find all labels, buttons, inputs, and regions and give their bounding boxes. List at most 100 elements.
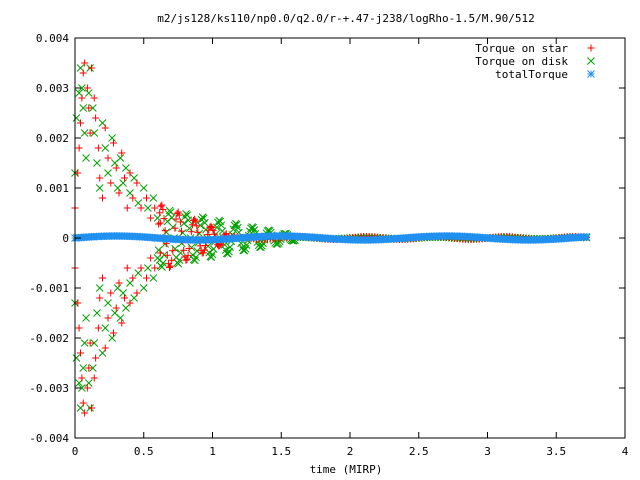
data-point [151, 204, 159, 212]
y-tick-label: 0.002 [36, 132, 69, 145]
series-totaltorque [71, 232, 591, 244]
data-point [188, 221, 196, 229]
data-point [99, 194, 106, 202]
data-point [187, 228, 195, 236]
x-tick-label: 2.5 [409, 445, 429, 458]
data-point [163, 251, 171, 259]
data-point [167, 213, 176, 222]
data-point [156, 219, 164, 227]
data-point [178, 228, 187, 237]
data-point [175, 256, 184, 265]
data-point [79, 364, 88, 372]
data-point [178, 227, 186, 235]
data-point [75, 144, 83, 152]
data-point [119, 179, 127, 187]
data-point [90, 94, 98, 102]
x-axis: 0 0.5 1 1.5 2 2.5 3 3.5 4 [72, 38, 629, 458]
data-point [147, 214, 155, 222]
data-point [175, 211, 183, 219]
x-tick-label: 1 [209, 445, 216, 458]
data-point [156, 209, 164, 217]
data-point [129, 194, 137, 202]
data-point [78, 384, 86, 392]
data-point [79, 104, 88, 112]
data-point [89, 104, 97, 112]
x-tick-label: 4 [622, 445, 629, 458]
data-point [249, 223, 258, 232]
data-point [82, 154, 90, 162]
data-point [200, 218, 209, 227]
data-point [104, 314, 112, 322]
data-point [121, 174, 128, 182]
data-point [169, 247, 177, 255]
data-point [108, 334, 116, 342]
data-point [123, 204, 131, 212]
data-point [174, 208, 182, 216]
y-tick-label: -0.002 [29, 332, 69, 345]
data-point [86, 339, 94, 347]
data-point [122, 164, 130, 172]
data-point [183, 256, 191, 264]
x-tick-label: 0.5 [134, 445, 154, 458]
data-point [168, 256, 176, 264]
data-point [160, 215, 168, 223]
data-point [101, 344, 109, 352]
data-point [155, 220, 163, 228]
data-point [147, 254, 155, 262]
data-point [126, 169, 134, 177]
data-point [158, 201, 166, 209]
x-tick-label: 3.5 [546, 445, 566, 458]
data-point [233, 223, 242, 232]
data-point [116, 314, 125, 322]
data-point [93, 159, 101, 167]
chart-title: m2/js128/ks110/np0.0/q2.0/r-+.47-j238/lo… [157, 12, 535, 25]
data-point [99, 274, 106, 282]
data-point [144, 264, 152, 272]
x-axis-label: time (MIRP) [310, 463, 383, 476]
data-point [123, 264, 131, 272]
data-point [143, 274, 150, 282]
data-point [96, 294, 104, 302]
data-point [192, 253, 200, 262]
data-point [80, 129, 89, 137]
legend-marker [587, 57, 595, 65]
data-point [582, 232, 591, 241]
data-point [154, 246, 163, 254]
legend-marker [587, 44, 595, 52]
data-point [115, 189, 123, 197]
data-point [86, 129, 94, 137]
data-point [209, 226, 217, 234]
data-point [180, 246, 188, 254]
data-point [137, 204, 145, 212]
data-point [182, 256, 190, 264]
data-point [240, 246, 249, 255]
data-point [207, 253, 216, 261]
y-tick-label: -0.001 [29, 282, 69, 295]
data-point [92, 354, 100, 362]
data-point [226, 243, 234, 251]
data-point [112, 304, 120, 312]
data-point [121, 294, 128, 302]
data-point [199, 214, 208, 223]
legend-marker [587, 70, 595, 78]
data-point [104, 154, 112, 162]
data-point [104, 169, 112, 177]
data-point [184, 251, 192, 259]
data-point [88, 404, 95, 412]
data-point [149, 274, 158, 282]
data-point [82, 314, 90, 322]
data-point [184, 216, 193, 225]
y-tick-label: 0.001 [36, 182, 69, 195]
data-point [258, 242, 266, 250]
plot-frame [74, 37, 626, 439]
data-point [116, 154, 125, 162]
data-point [83, 384, 91, 392]
data-point [107, 289, 115, 297]
data-point [225, 247, 233, 256]
data-point [200, 246, 208, 254]
data-point [78, 84, 86, 92]
data-point [239, 246, 248, 255]
data-point [88, 64, 95, 72]
data-point [139, 284, 148, 292]
